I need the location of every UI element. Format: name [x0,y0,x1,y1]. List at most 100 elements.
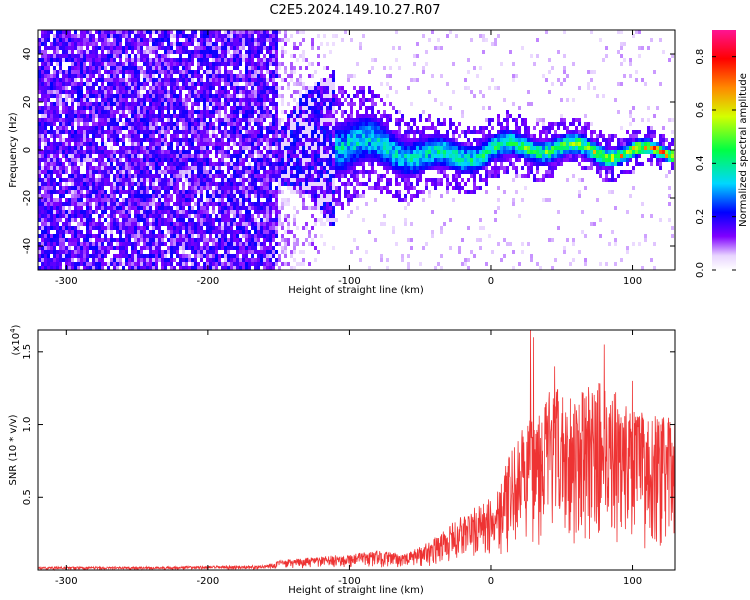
heat-cell [209,90,212,94]
heat-cell [38,126,41,130]
heat-cell [74,66,77,70]
heat-cell [263,102,266,106]
heat-cell [227,182,230,186]
heat-cell [68,258,71,262]
heat-cell [317,122,320,126]
heat-cell [257,158,260,162]
heat-cell [89,102,92,106]
heat-cell [197,50,200,54]
heat-cell [89,190,92,194]
heat-cell [269,114,272,118]
heat-cell [233,94,236,98]
heat-cell [185,210,188,214]
heat-cell [206,238,209,242]
heat-cell [206,74,209,78]
heat-cell [272,50,275,54]
heat-cell [221,162,224,166]
heat-cell [41,222,44,226]
heat-cell [191,186,194,190]
heat-cell [185,78,188,82]
heat-cell [308,242,311,246]
heat-cell [104,230,107,234]
heat-cell [179,74,182,78]
heat-cell [332,170,335,174]
heat-cell [65,218,68,222]
heat-cell [281,222,284,226]
heat-cell [77,174,80,178]
heat-cell [92,150,95,154]
heat-cell [257,90,260,94]
heat-cell [113,166,116,170]
heat-cell [158,78,161,82]
heat-cell [131,130,134,134]
heat-cell [275,206,278,210]
heat-cell [203,106,206,110]
heat-cell [155,106,158,110]
heat-cell [164,130,167,134]
heat-cell [71,42,74,46]
heat-cell [98,190,101,194]
heat-cell [38,190,41,194]
heat-cell [53,38,56,42]
heat-cell [65,170,68,174]
heat-cell [278,66,281,70]
heat-cell [248,70,251,74]
heat-cell [308,178,311,182]
heat-cell [272,54,275,58]
heat-cell [185,262,188,266]
heat-cell [86,86,89,90]
heat-cell [122,78,125,82]
heat-cell [176,126,179,130]
heat-cell [134,74,137,78]
heat-cell [161,114,164,118]
heat-cell [257,78,260,82]
heat-cell [296,146,299,150]
heat-cell [254,122,257,126]
heat-cell [50,218,53,222]
heat-cell [128,42,131,46]
heat-cell [215,50,218,54]
heat-cell [155,262,158,266]
heat-cell [227,118,230,122]
heat-cell [191,78,194,82]
heat-cell [50,166,53,170]
heat-cell [128,166,131,170]
heat-cell [71,54,74,58]
heat-cell [299,54,302,58]
heat-cell [44,78,47,82]
heat-cell [146,242,149,246]
heat-cell [44,70,47,74]
heat-cell [203,146,206,150]
heat-cell [206,42,209,46]
heat-cell [68,242,71,246]
heat-cell [125,126,128,130]
heat-cell [281,102,284,106]
heat-cell [113,266,116,270]
heat-cell [41,186,44,190]
heat-cell [149,210,152,214]
heat-cell [89,142,92,146]
heat-cell [188,238,191,242]
heat-cell [107,102,110,106]
heat-cell [125,226,128,230]
heat-cell [131,46,134,50]
heat-cell [95,46,98,50]
heat-cell [53,138,56,142]
heat-cell [254,258,257,262]
heat-cell [77,134,80,138]
heat-cell [110,162,113,166]
heat-cell [128,86,131,90]
heat-cell [107,110,110,114]
heat-cell [92,126,95,130]
heat-cell [266,82,269,86]
heat-cell [224,74,227,78]
heat-cell [257,110,260,114]
heat-cell [224,258,227,262]
heat-cell [269,162,272,166]
heat-cell [65,246,68,250]
heat-cell [44,86,47,90]
heat-cell [227,130,230,134]
heat-cell [95,66,98,70]
heat-cell [218,114,221,118]
heat-cell [107,94,110,98]
